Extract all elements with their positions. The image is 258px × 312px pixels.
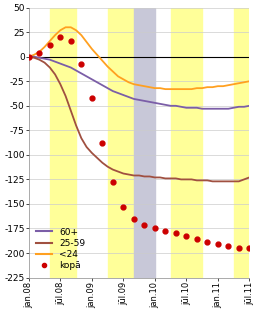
Bar <box>171 8 202 278</box>
Bar <box>233 8 255 278</box>
Bar <box>50 8 76 278</box>
Bar <box>134 8 155 278</box>
Legend: 60+, 25-59, <24, kopā: 60+, 25-59, <24, kopā <box>36 227 85 270</box>
Bar <box>108 8 134 278</box>
